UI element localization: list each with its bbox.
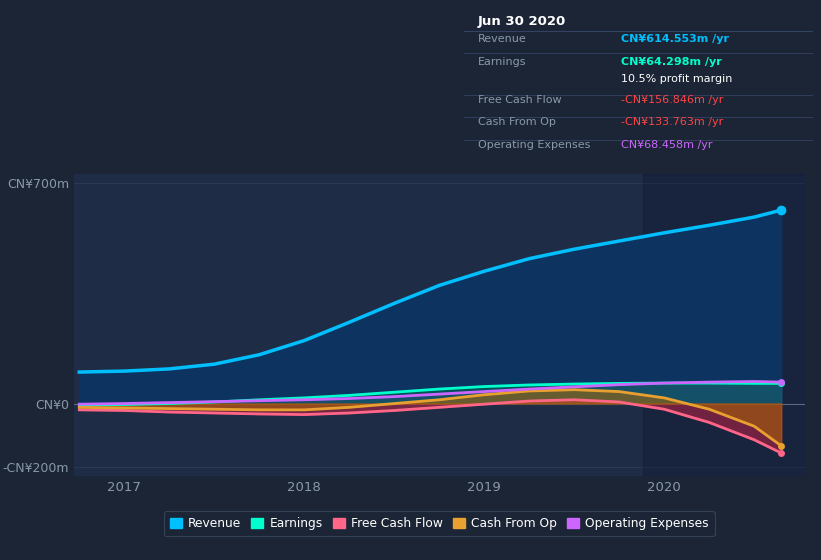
Text: -CN¥156.846m /yr: -CN¥156.846m /yr (621, 95, 723, 105)
Text: CN¥614.553m /yr: CN¥614.553m /yr (621, 34, 729, 44)
Text: Free Cash Flow: Free Cash Flow (478, 95, 562, 105)
Text: CN¥68.458m /yr: CN¥68.458m /yr (621, 139, 713, 150)
Text: 10.5% profit margin: 10.5% profit margin (621, 74, 732, 84)
Legend: Revenue, Earnings, Free Cash Flow, Cash From Op, Operating Expenses: Revenue, Earnings, Free Cash Flow, Cash … (164, 511, 714, 536)
Bar (643, 174, 805, 476)
Text: Cash From Op: Cash From Op (478, 118, 556, 127)
Text: Revenue: Revenue (478, 34, 526, 44)
Text: CN¥64.298m /yr: CN¥64.298m /yr (621, 57, 722, 67)
Text: Operating Expenses: Operating Expenses (478, 139, 590, 150)
Text: Jun 30 2020: Jun 30 2020 (478, 15, 566, 28)
Text: Earnings: Earnings (478, 57, 526, 67)
Text: -CN¥133.763m /yr: -CN¥133.763m /yr (621, 118, 723, 127)
